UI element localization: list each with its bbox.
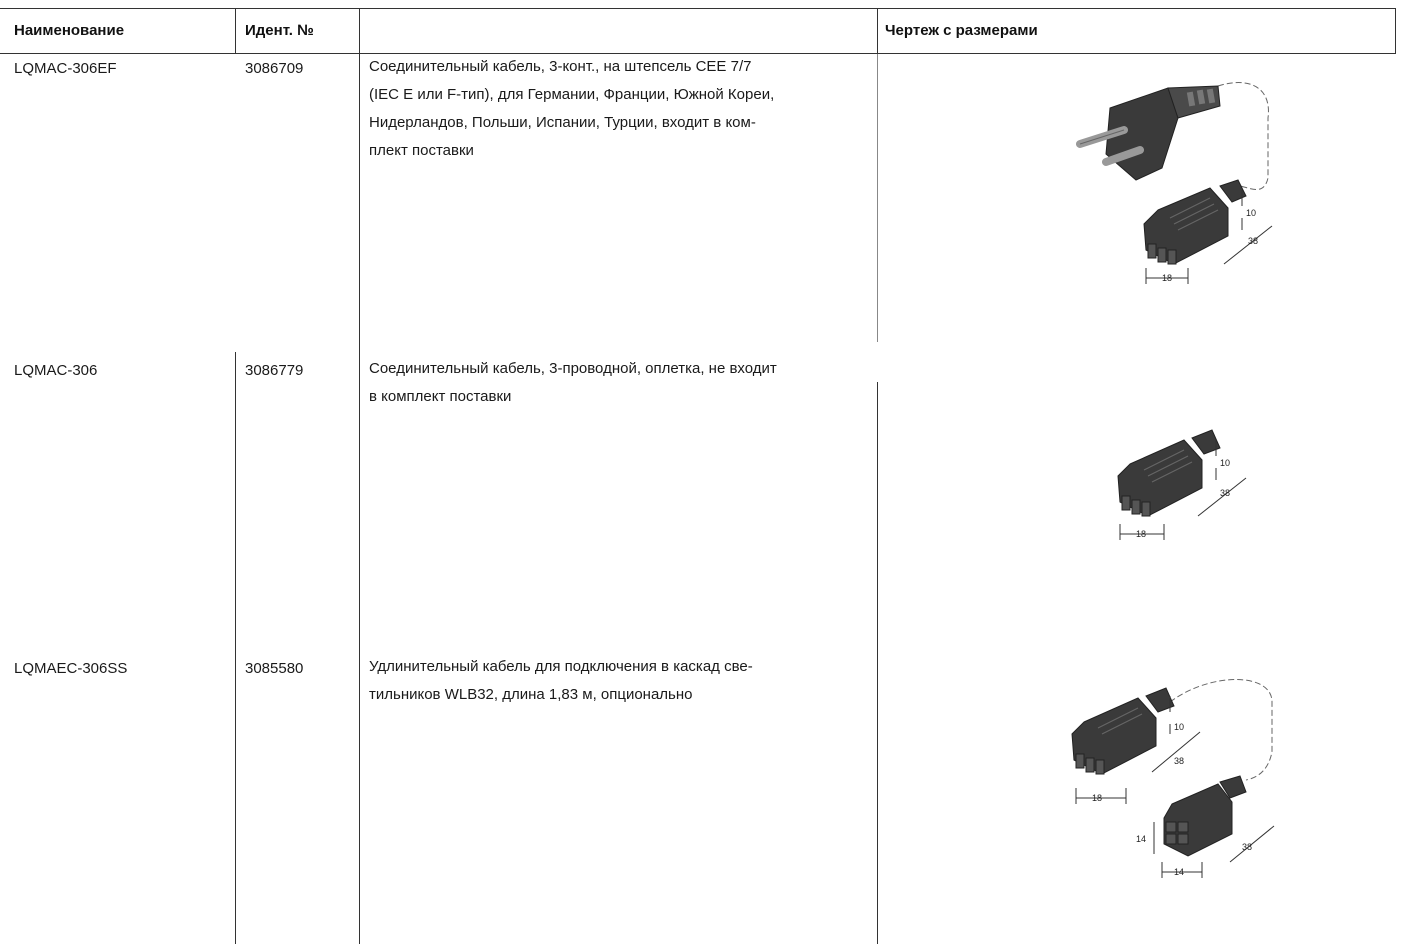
dimension-label: 18 (1092, 793, 1102, 803)
dimension-label: 38 (1174, 756, 1184, 766)
connector-icon (1071, 687, 1175, 775)
cable-dashed (1217, 82, 1269, 190)
dimension-lines (1145, 190, 1273, 284)
row-description: Удлинительный кабель для подключения в к… (369, 653, 879, 709)
description-line: (IEC E или F-тип), для Германии, Франции… (369, 86, 775, 103)
description-line: Нидерландов, Польши, Испании, Турции, вх… (369, 114, 756, 131)
connector-icon (1117, 429, 1221, 517)
dimension-label: 14 (1174, 867, 1184, 877)
col-divider (877, 8, 878, 54)
dimension-label: 38 (1248, 236, 1258, 246)
connector-icon (1143, 179, 1247, 265)
drawing-extension-cable: 10 38 18 14 38 14 (1071, 679, 1275, 878)
col-divider (235, 352, 236, 944)
dimension-label: 38 (1242, 842, 1252, 852)
dimension-label: 10 (1246, 208, 1256, 218)
description-line: в комплект поставки (369, 388, 512, 405)
drawing-plug-connector: 10 38 18 (1076, 82, 1273, 284)
dimension-lines (1119, 440, 1247, 540)
description-line: Соединительный кабель, 3-конт., на штепс… (369, 58, 752, 75)
header-name: Наименование (14, 22, 125, 39)
header-drawing: Чертеж с размерами (885, 22, 1038, 39)
row-name: LQMAC-306EF (14, 60, 117, 77)
plug-icon (1076, 85, 1221, 181)
dimension-label: 10 (1220, 458, 1230, 468)
row-name: LQMAC-306 (14, 362, 98, 379)
dimension-label: 18 (1136, 529, 1146, 539)
connector-icon (1163, 775, 1247, 857)
row-ident: 3085580 (245, 660, 304, 677)
header-ident: Идент. № (245, 22, 314, 39)
col-divider (877, 54, 878, 342)
col-divider (359, 8, 360, 944)
description-line: Удлинительный кабель для подключения в к… (369, 658, 753, 675)
dimension-label: 18 (1162, 273, 1172, 283)
dimension-label: 10 (1174, 722, 1184, 732)
col-divider (877, 382, 878, 944)
description-line: плект поставки (369, 142, 474, 159)
dimension-label: 14 (1136, 834, 1146, 844)
row-ident: 3086779 (245, 362, 304, 379)
col-divider (235, 8, 236, 54)
dimension-lines (1075, 696, 1275, 878)
drawing-connector: 10 38 18 (1117, 429, 1247, 540)
row-description: Соединительный кабель, 3-проводной, опле… (369, 355, 881, 411)
description-line: Соединительный кабель, 3-проводной, опле… (369, 360, 777, 377)
table-header: Наименование Идент. № Чертеж с размерами (0, 8, 1396, 54)
dimension-label: 38 (1220, 488, 1230, 498)
cable-dashed (1169, 679, 1273, 781)
row-description: Соединительный кабель, 3-конт., на штепс… (369, 53, 879, 165)
description-line: тильников WLB32, длина 1,83 м, опциональ… (369, 686, 693, 703)
row-name: LQMAEC-306SS (14, 660, 128, 677)
row-ident: 3086709 (245, 60, 304, 77)
